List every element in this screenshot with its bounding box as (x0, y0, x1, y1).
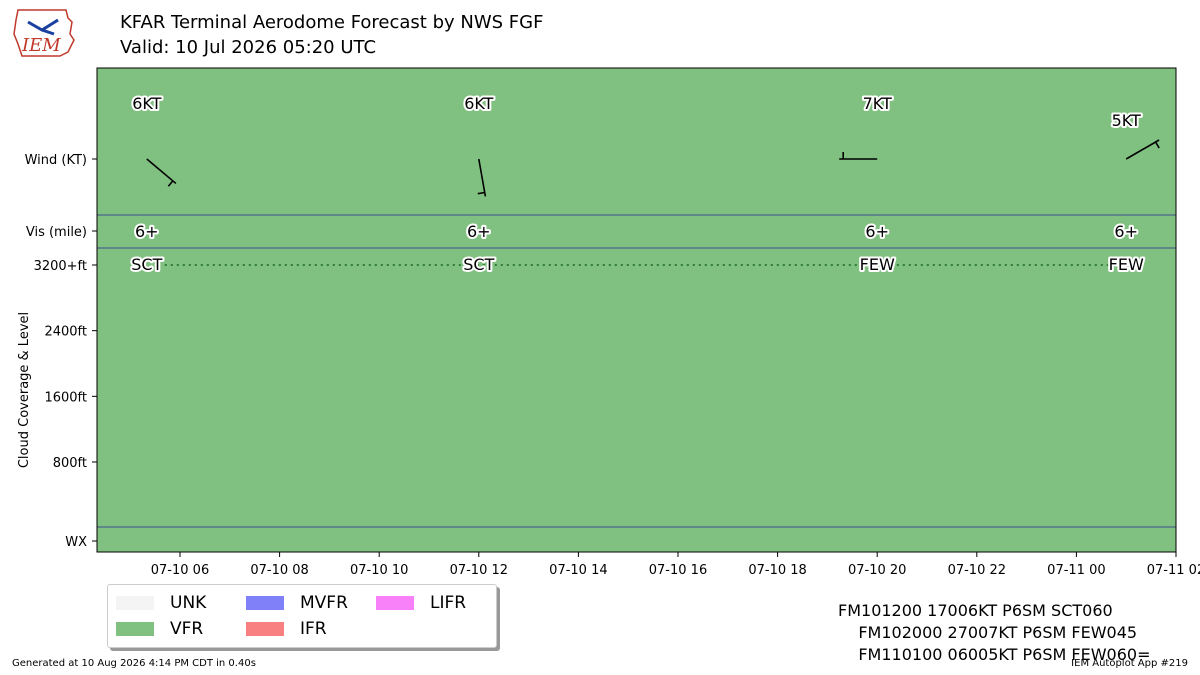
cloud-axis-label: Cloud Coverage & Level (17, 312, 32, 468)
legend-label: VFR (170, 619, 204, 639)
taf-line: FM101200 17006KT P6SM SCT060 (838, 601, 1113, 620)
legend-label: MVFR (300, 593, 348, 613)
legend-swatch (246, 596, 284, 610)
plot-frame (96, 67, 1177, 553)
wind-speed-label: 6KT (132, 94, 161, 113)
legend-label: IFR (300, 619, 327, 639)
legend-item: MVFR (246, 593, 348, 613)
x-tick-label: 07-10 08 (250, 563, 308, 578)
x-tick-label: 07-10 22 (948, 563, 1006, 578)
legend-item: VFR (116, 619, 203, 639)
taf-line: FM110100 06005KT P6SM FEW060= (838, 645, 1151, 664)
x-tick-label: 07-11 00 (1047, 563, 1105, 578)
x-tick-label: 07-10 12 (450, 563, 508, 578)
visibility-label: 6+ (135, 222, 159, 241)
wind-barb-shaft (1125, 139, 1160, 160)
taf-line: FM102000 27007KT P6SM FEW045 (838, 623, 1138, 642)
wind-barb-shaft (146, 158, 177, 185)
logo-text: IEM (21, 35, 61, 56)
cloud-tick-label: 3200+ft (34, 259, 87, 274)
iem-logo: IEM (13, 9, 75, 57)
x-tick-label: 07-10 18 (748, 563, 806, 578)
cloud-tick-label: 800ft (53, 456, 87, 471)
wind-speed-label: 5KT (1112, 111, 1141, 130)
legend-label: UNK (170, 593, 207, 613)
iowa-outline-icon (13, 9, 75, 57)
legend-item: IFR (246, 619, 327, 639)
wind-row-label: Wind (KT) (25, 153, 87, 168)
wind-barb-shaft (478, 158, 487, 197)
visibility-label: 6+ (865, 222, 889, 241)
chart-title: KFAR Terminal Aerodome Forecast by NWS F… (120, 12, 544, 33)
legend-swatch (376, 596, 414, 610)
weather-vane-icon (27, 18, 59, 36)
x-tick-label: 07-10 16 (649, 563, 707, 578)
cloud-coverage-label: FEW (1109, 255, 1144, 274)
app-label: IEM Autoplot App #219 (1071, 658, 1188, 669)
x-tick-label: 07-10 06 (151, 563, 209, 578)
legend-swatch (116, 596, 154, 610)
wind-barb-flag (167, 180, 174, 187)
wind-barb-flag (1154, 141, 1160, 149)
legend-swatch (116, 622, 154, 636)
chart-subtitle: Valid: 10 Jul 2026 05:20 UTC (120, 37, 377, 58)
cloud-coverage-label: SCT (463, 255, 494, 274)
cloud-tick-label: 1600ft (44, 390, 87, 405)
x-tick-label: 07-11 02 (1147, 563, 1200, 578)
legend-item: UNK (116, 593, 206, 613)
legend: UNK VFR MVFR IFR LIFR (107, 584, 497, 648)
x-tick-label: 07-10 20 (848, 563, 906, 578)
vfr-category-band (97, 68, 1176, 552)
vis-row-label: Vis (mile) (26, 225, 87, 240)
visibility-label: 6+ (1114, 222, 1138, 241)
cloud-tick-label: 2400ft (44, 325, 87, 340)
cloud-coverage-label: SCT (131, 255, 162, 274)
x-tick-label: 07-10 10 (350, 563, 408, 578)
x-tick-label: 07-10 14 (549, 563, 607, 578)
legend-item: LIFR (376, 593, 466, 613)
wx-row-label: WX (65, 535, 87, 550)
wind-barb-flag (477, 191, 485, 195)
legend-swatch (246, 622, 284, 636)
visibility-label: 6+ (467, 222, 491, 241)
wind-speed-label: 6KT (464, 94, 493, 113)
cloud-coverage-label: FEW (860, 255, 895, 274)
generated-timestamp: Generated at 10 Aug 2026 4:14 PM CDT in … (12, 658, 256, 669)
wind-speed-label: 7KT (863, 94, 892, 113)
taf-text-block: FM101200 17006KT P6SM SCT060 FM102000 27… (838, 600, 1150, 666)
legend-label: LIFR (430, 593, 467, 613)
